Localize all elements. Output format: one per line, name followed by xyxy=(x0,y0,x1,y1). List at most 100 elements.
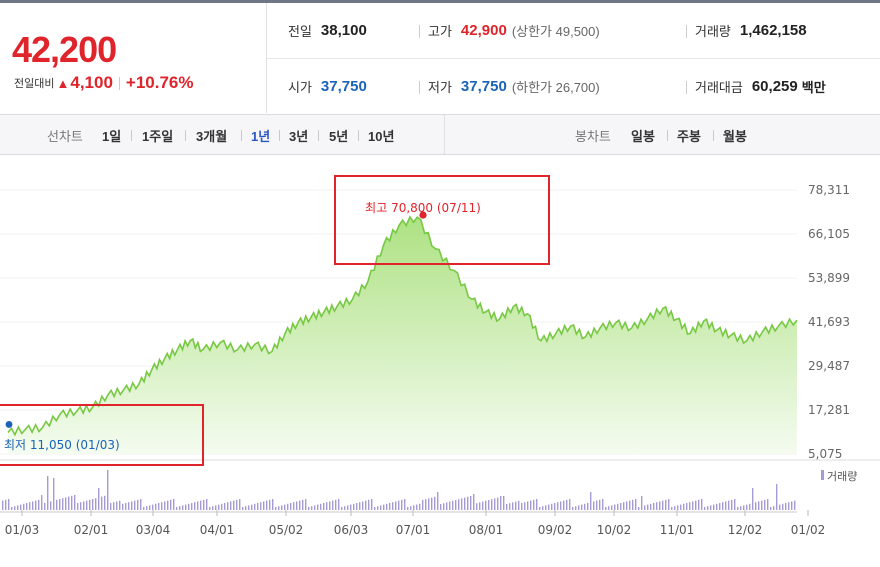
volume-bar xyxy=(779,504,781,510)
volume-bar xyxy=(575,506,577,510)
volume-bar xyxy=(704,507,706,510)
prev-close-value: 38,100 xyxy=(320,22,367,39)
divider xyxy=(419,81,420,94)
volume-bar xyxy=(77,503,79,510)
volume-bar xyxy=(308,507,310,510)
volume-bar xyxy=(29,502,31,510)
volume-bar xyxy=(398,500,400,510)
volume-bar xyxy=(11,507,13,510)
volume-bar xyxy=(605,507,607,510)
tab-3y[interactable]: 3년 xyxy=(289,129,309,144)
tab-3m[interactable]: 3개월 xyxy=(196,129,228,144)
tab-monthly[interactable]: 월봉 xyxy=(723,129,747,144)
volume-bar xyxy=(773,506,775,510)
volume-bar xyxy=(443,503,445,510)
tab-5y[interactable]: 5년 xyxy=(329,129,349,144)
volume-bar xyxy=(332,500,334,510)
current-price: 42,200 xyxy=(12,29,117,70)
volume-bar xyxy=(209,507,211,510)
volume-bar xyxy=(539,507,541,510)
volume-bar xyxy=(569,499,571,510)
volume-bar xyxy=(587,503,589,510)
divider xyxy=(131,130,132,141)
tab-1w[interactable]: 1주일 xyxy=(142,129,174,144)
volume-bar xyxy=(95,498,97,510)
volume-bar xyxy=(125,503,127,510)
volume-bar xyxy=(269,499,271,510)
volume-bar xyxy=(713,504,715,510)
volume-bar xyxy=(227,502,229,510)
volume-bar xyxy=(167,500,169,510)
volume-bar xyxy=(350,504,352,510)
volume-bar xyxy=(176,507,178,510)
volume-bar xyxy=(278,506,280,510)
volume-bar xyxy=(599,499,601,510)
volume-bar xyxy=(485,500,487,510)
x-tick-label: 12/02 xyxy=(728,523,763,537)
volume-bar xyxy=(479,502,481,510)
volume-bar xyxy=(623,502,625,510)
volume-bar xyxy=(236,499,238,510)
volume-bar xyxy=(617,503,619,510)
volume-bar xyxy=(491,499,493,510)
volume-bar xyxy=(71,495,73,510)
volume-bar xyxy=(140,499,142,510)
volume-bar xyxy=(182,505,184,510)
current-price-panel: 42,200 전일대비 ▲ 4,100 +10.76% xyxy=(0,3,267,113)
volume-bar xyxy=(440,504,442,510)
volume-bar xyxy=(716,503,718,510)
volume-bar xyxy=(323,503,325,510)
volume-bar xyxy=(665,499,667,510)
volume-bar xyxy=(179,506,181,510)
volume-bar xyxy=(152,504,154,510)
volume-bar xyxy=(422,500,424,510)
tab-1y[interactable]: 1년 xyxy=(251,129,271,144)
divider xyxy=(686,25,687,38)
change-row: 전일대비 ▲ 4,100 +10.76% xyxy=(14,73,194,93)
volume-bar xyxy=(701,499,703,510)
volume-bar xyxy=(458,499,460,510)
x-tick-label: 10/02 xyxy=(597,523,632,537)
volume-bar xyxy=(464,497,466,510)
volume-bar xyxy=(395,501,397,510)
volume-bar xyxy=(353,503,355,510)
volume-bar xyxy=(257,503,259,510)
volume-bar xyxy=(41,495,43,510)
volume-bar xyxy=(230,501,232,510)
volume-bar xyxy=(467,496,469,510)
volume-bar xyxy=(290,503,292,510)
volume-bar xyxy=(611,505,613,510)
volume-bar xyxy=(452,500,454,510)
volume-bar xyxy=(212,506,214,510)
volume-bar xyxy=(668,499,670,510)
volume-bar xyxy=(707,506,709,510)
volume-bar xyxy=(410,506,412,510)
volume-bar xyxy=(641,496,643,510)
volume-bar xyxy=(389,503,391,510)
high-annotation: 최고 70,800 (07/11) xyxy=(365,201,481,215)
volume-bar xyxy=(392,502,394,510)
divider xyxy=(713,130,714,141)
volume-bar xyxy=(536,499,538,510)
volume-bar xyxy=(683,503,685,510)
volume-bar xyxy=(134,500,136,510)
volume-bar xyxy=(698,499,700,510)
volume-bar xyxy=(131,501,133,510)
volume-bar xyxy=(794,500,796,510)
trade-value: 거래대금 60,259 백만 xyxy=(695,59,826,114)
volume-bar xyxy=(170,499,172,510)
volume-bar xyxy=(743,505,745,510)
volume-bar xyxy=(233,500,235,510)
volume-bar xyxy=(461,498,463,510)
tab-10y[interactable]: 10년 xyxy=(368,129,395,144)
volume-bar xyxy=(650,503,652,510)
tab-weekly[interactable]: 주봉 xyxy=(677,129,701,144)
tab-1d[interactable]: 1일 xyxy=(102,129,122,144)
volume-bar xyxy=(92,499,94,510)
tab-daily[interactable]: 일봉 xyxy=(631,129,655,144)
volume-bar xyxy=(740,506,742,510)
volume-bar xyxy=(38,499,40,510)
volume-bar xyxy=(137,499,139,510)
high-point xyxy=(419,211,427,219)
volume-bar xyxy=(578,505,580,510)
